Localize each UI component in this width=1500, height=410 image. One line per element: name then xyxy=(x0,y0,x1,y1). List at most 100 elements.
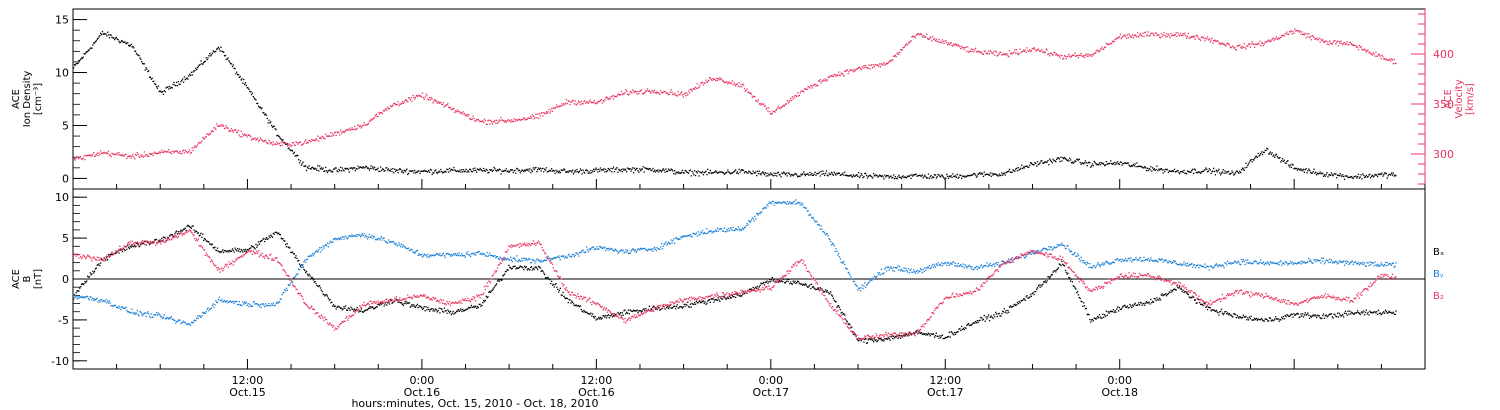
data-point xyxy=(763,172,765,174)
data-point xyxy=(906,333,908,335)
data-point xyxy=(736,83,739,85)
data-point xyxy=(760,282,762,284)
data-point xyxy=(708,79,710,81)
data-point xyxy=(432,102,434,104)
data-point xyxy=(920,175,922,177)
data-point xyxy=(698,86,700,88)
data-point xyxy=(1046,280,1048,282)
data-point xyxy=(429,168,432,171)
data-point xyxy=(1044,280,1046,282)
data-point xyxy=(253,97,255,99)
data-point xyxy=(900,49,903,51)
data-point xyxy=(273,143,275,145)
data-point xyxy=(693,303,695,306)
data-point xyxy=(347,236,350,238)
data-point xyxy=(1098,50,1101,52)
data-point xyxy=(1178,287,1180,289)
data-point xyxy=(768,281,770,283)
data-point xyxy=(1152,300,1154,303)
data-point xyxy=(531,269,534,271)
data-point xyxy=(816,288,818,290)
data-point xyxy=(771,277,773,279)
data-point xyxy=(683,172,685,174)
data-point xyxy=(1153,297,1155,300)
data-point xyxy=(414,96,417,99)
data-point xyxy=(918,330,920,333)
data-point xyxy=(221,125,223,127)
data-point xyxy=(203,312,205,314)
data-point xyxy=(1040,284,1042,286)
data-point xyxy=(196,144,199,146)
data-point xyxy=(700,302,702,304)
data-point xyxy=(1283,318,1285,320)
data-point xyxy=(1380,173,1382,175)
data-point xyxy=(1012,305,1014,308)
data-point xyxy=(1352,177,1354,179)
data-point xyxy=(79,296,81,298)
data-point xyxy=(321,168,323,170)
data-point xyxy=(1373,53,1375,55)
data-point xyxy=(984,320,986,322)
data-point xyxy=(1124,304,1126,306)
data-point xyxy=(273,125,275,127)
data-point xyxy=(1331,174,1333,176)
data-point xyxy=(1361,311,1363,313)
data-point xyxy=(462,113,464,115)
data-point xyxy=(813,173,815,175)
data-point xyxy=(1345,43,1347,45)
data-point xyxy=(185,229,187,231)
data-point xyxy=(494,119,496,122)
data-point xyxy=(1040,160,1042,162)
data-point xyxy=(787,280,789,283)
data-point xyxy=(955,331,957,334)
data-point xyxy=(315,138,317,140)
data-point xyxy=(75,63,77,65)
data-point xyxy=(1075,55,1077,58)
data-point xyxy=(168,235,171,237)
data-point xyxy=(1057,54,1060,56)
data-point xyxy=(1055,54,1057,56)
data-point xyxy=(95,298,97,300)
data-point xyxy=(827,76,829,78)
data-point xyxy=(920,332,923,334)
data-point xyxy=(680,172,682,175)
data-point xyxy=(971,323,973,326)
data-point xyxy=(1275,153,1278,155)
data-point xyxy=(686,171,688,173)
data-point xyxy=(111,253,113,255)
data-point xyxy=(1350,176,1353,178)
data-point xyxy=(516,267,518,269)
data-point xyxy=(1231,170,1233,172)
data-point xyxy=(448,310,450,313)
data-point xyxy=(512,121,514,123)
data-point xyxy=(525,266,527,268)
data-point xyxy=(100,299,102,301)
data-point xyxy=(1174,34,1176,36)
data-point xyxy=(1028,50,1030,52)
data-point xyxy=(451,169,453,171)
data-point xyxy=(1117,37,1119,39)
data-point xyxy=(641,310,643,312)
data-point xyxy=(378,111,380,114)
data-point xyxy=(299,160,302,162)
data-point xyxy=(212,50,214,52)
data-point xyxy=(884,174,886,176)
data-point xyxy=(538,266,541,268)
data-point xyxy=(240,304,242,306)
data-point xyxy=(1123,34,1125,36)
data-point xyxy=(1185,172,1187,174)
data-point xyxy=(830,291,832,293)
data-point xyxy=(790,99,793,102)
data-point xyxy=(1033,47,1035,49)
data-point xyxy=(1081,301,1083,303)
data-point xyxy=(196,68,198,71)
data-point xyxy=(659,169,661,171)
data-point xyxy=(681,169,684,172)
data-point xyxy=(726,297,728,299)
data-point xyxy=(120,308,122,311)
data-point xyxy=(93,272,95,274)
data-point xyxy=(640,168,643,171)
data-point xyxy=(204,312,206,314)
data-point xyxy=(87,295,89,298)
data-point xyxy=(182,230,184,232)
